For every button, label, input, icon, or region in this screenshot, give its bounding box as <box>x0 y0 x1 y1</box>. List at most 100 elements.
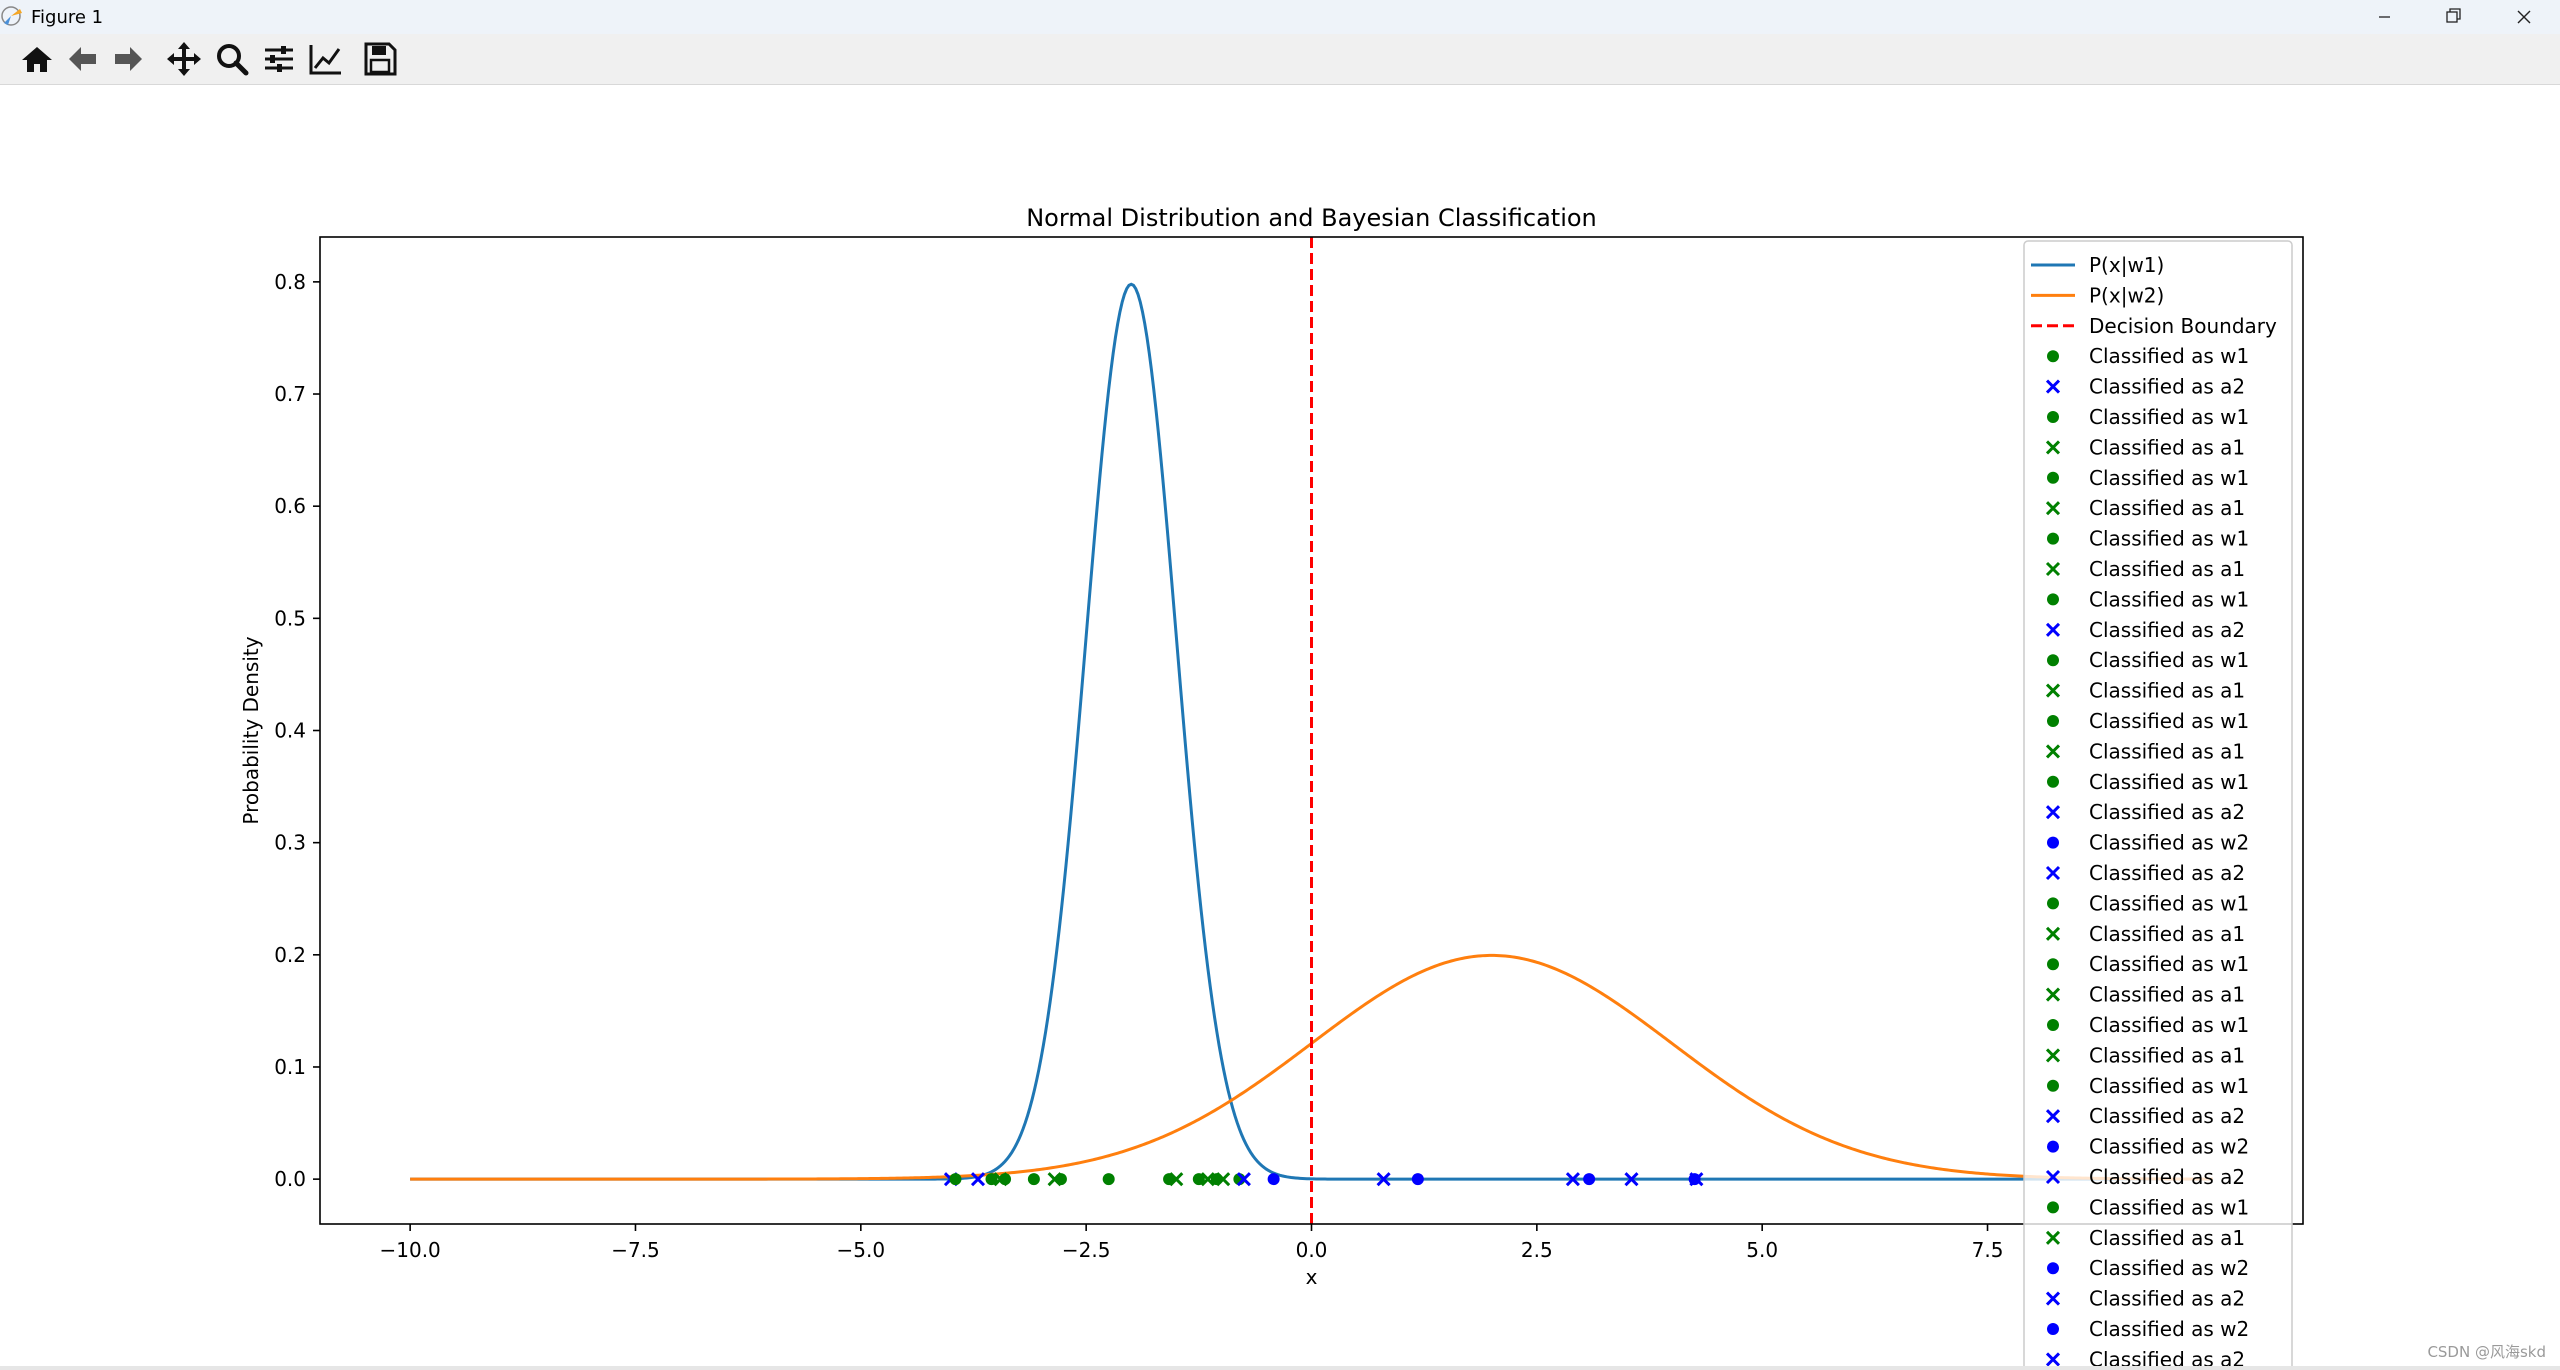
legend-item: Classified as a2 <box>2045 1287 2245 1311</box>
legend-label: Classified as a2 <box>2089 618 2245 642</box>
legend-label: Classified as a1 <box>2089 1226 2245 1250</box>
legend-label: Classified as w1 <box>2089 1074 2249 1098</box>
data-point-10 <box>1102 1173 1115 1186</box>
forward-arrow-icon <box>115 47 142 71</box>
data-point-20 <box>1376 1172 1391 1187</box>
legend-swatch <box>2047 958 2059 971</box>
legend-label: Classified as w2 <box>2089 1256 2249 1280</box>
zoom-button[interactable] <box>212 39 252 79</box>
data-point-18 <box>1236 1172 1251 1187</box>
series-line-2 <box>410 953 2213 1181</box>
legend-swatch <box>2045 1169 2061 1185</box>
y-tick-label: 0.4 <box>274 719 306 743</box>
legend-label: Classified as a1 <box>2089 435 2245 459</box>
pan-button[interactable] <box>164 39 204 79</box>
legend-item: Classified as w1 <box>2047 344 2249 368</box>
legend-swatch <box>2045 501 2061 516</box>
legend-item: Classified as a1 <box>2045 679 2245 703</box>
legend-swatch <box>2047 897 2059 910</box>
legend-item: Classified as w2 <box>2047 1135 2249 1159</box>
matplotlib-app-icon <box>1 6 22 26</box>
minimize-button[interactable] <box>2350 0 2418 34</box>
pan-icon <box>167 42 201 76</box>
chart: −10.0 −7.5 −5.0 −2.5 0.0 2.5 5.0 7.5 0.0 0.1 0.2 0.… <box>239 204 2304 1367</box>
x-tick-label: 0.0 <box>1296 1238 1328 1262</box>
y-tick-label: 0.6 <box>274 494 306 518</box>
legend-label: Decision Boundary <box>2089 314 2277 338</box>
x-tick-label: −7.5 <box>611 1238 660 1262</box>
y-tick-label: 0.2 <box>274 943 306 967</box>
subplots-button[interactable] <box>259 39 299 79</box>
data-point-16 <box>1216 1172 1231 1187</box>
data-point-21 <box>1411 1173 1424 1186</box>
legend-label: P(x|w2) <box>2089 283 2164 307</box>
legend-swatch <box>2047 1019 2059 1031</box>
close-button[interactable] <box>2490 0 2558 34</box>
x-tick-label: −10.0 <box>379 1238 440 1262</box>
back-arrow-icon <box>69 47 96 71</box>
home-button[interactable] <box>17 39 57 79</box>
window-bottom-edge <box>0 1366 2560 1370</box>
legend-item: Classified as w1 <box>2047 709 2249 733</box>
data-point-9 <box>1054 1173 1067 1186</box>
legend-swatch <box>2045 926 2061 941</box>
legend-swatch <box>2047 1262 2059 1275</box>
x-tick-label: −2.5 <box>1062 1238 1111 1262</box>
legend-swatch <box>2047 532 2059 545</box>
legend-label: Classified as w1 <box>2089 344 2249 368</box>
data-point-26 <box>1689 1172 1704 1187</box>
legend-item: Classified as a2 <box>2045 1347 2245 1367</box>
legend-swatch <box>2047 836 2059 849</box>
legend-swatch <box>2045 561 2061 577</box>
legend-item: Classified as a1 <box>2045 1226 2245 1250</box>
legend-swatch <box>2047 411 2059 423</box>
legend-label: Classified as a2 <box>2089 800 2245 824</box>
back-button[interactable] <box>63 39 103 79</box>
figure-canvas[interactable]: −10.0 −7.5 −5.0 −2.5 0.0 2.5 5.0 7.5 0.0 0.1 0.2 0.… <box>0 85 2560 1367</box>
legend-label: Classified as w1 <box>2089 952 2249 976</box>
zoom-icon <box>217 44 249 76</box>
legend-item: Classified as w1 <box>2047 466 2249 490</box>
data-point-24 <box>1624 1172 1639 1187</box>
chart-title: Normal Distribution and Bayesian Classif… <box>1026 204 1597 232</box>
legend-label: Classified as w1 <box>2089 1013 2249 1037</box>
legend-item: Classified as w2 <box>2047 831 2249 855</box>
legend-item: Classified as a2 <box>2045 861 2245 885</box>
legend-item: Classified as w2 <box>2047 1256 2249 1280</box>
navigation-toolbar <box>0 34 2560 85</box>
legend-item: Classified as w1 <box>2047 891 2249 915</box>
y-tick-label: 0.0 <box>274 1167 306 1191</box>
legend-item: Classified as a1 <box>2045 739 2245 763</box>
legend-label: Classified as a1 <box>2089 983 2245 1007</box>
data-point-19 <box>1267 1173 1280 1186</box>
legend-item: P(x|w2) <box>2031 283 2164 307</box>
data-point-4 <box>985 1173 998 1186</box>
home-icon <box>22 47 52 72</box>
legend-swatch <box>2047 775 2059 788</box>
data-point-3 <box>970 1172 986 1187</box>
x-axis-label: x <box>1306 1265 1318 1289</box>
legend-swatch <box>2045 379 2061 394</box>
legend-label: Classified as a1 <box>2089 922 2245 946</box>
edit-axis-button[interactable] <box>306 39 346 79</box>
subplots-icon <box>265 46 293 72</box>
x-tick-label: 7.5 <box>1972 1238 2004 1262</box>
maximize-button[interactable] <box>2418 0 2486 34</box>
legend-label: Classified as w1 <box>2089 709 2249 733</box>
forward-button[interactable] <box>108 39 148 79</box>
y-tick-label: 0.3 <box>274 831 306 855</box>
legend-label: Classified as a2 <box>2089 1104 2245 1128</box>
legend-swatch <box>2047 350 2059 363</box>
legend-swatch <box>2047 1079 2059 1092</box>
restore-icon <box>2446 8 2461 23</box>
legend-label: Classified as w1 <box>2089 770 2249 794</box>
data-point-7 <box>1027 1173 1040 1186</box>
legend-label: Classified as w1 <box>2089 1195 2249 1219</box>
legend-item: Classified as w1 <box>2047 1074 2249 1098</box>
legend-item: Classified as a1 <box>2045 435 2245 459</box>
legend-item: Classified as w1 <box>2047 952 2249 976</box>
legend-swatch <box>2047 654 2059 667</box>
legend-label: Classified as w1 <box>2089 466 2249 490</box>
legend-item: Classified as a2 <box>2045 1104 2245 1128</box>
save-button[interactable] <box>360 39 400 79</box>
